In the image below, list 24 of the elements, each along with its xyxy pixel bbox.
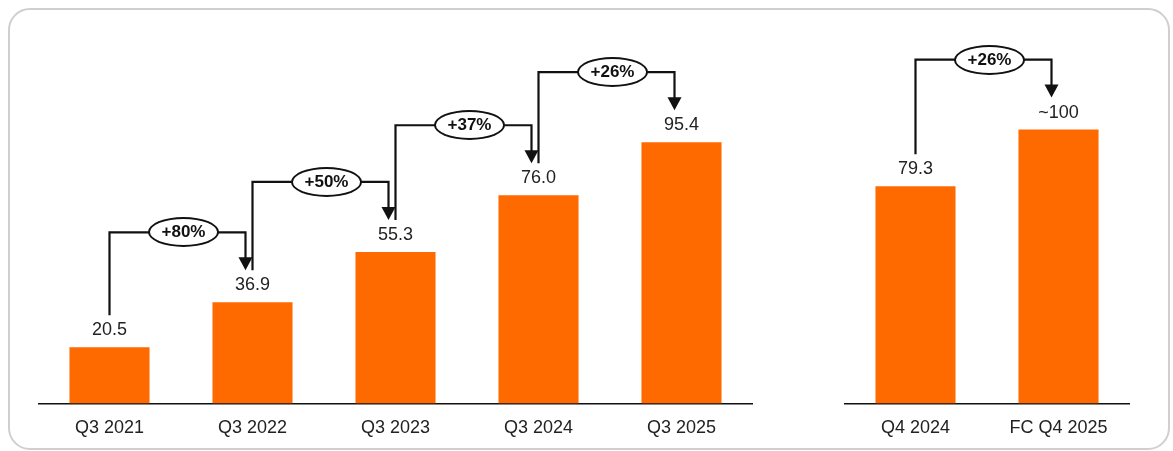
bar [69,347,150,404]
data-label: 79.3 [897,158,934,179]
data-label: 55.3 [377,223,414,244]
x-tick-label: Q3 2022 [217,417,288,438]
data-label: 76.0 [520,167,557,188]
data-label: 20.5 [91,319,128,340]
x-tick-label: Q3 2024 [503,417,574,438]
bar [641,142,722,404]
data-label: 95.4 [663,114,700,135]
data-label: 36.9 [234,274,271,295]
text: +37% [433,110,506,141]
data-label: ~100 [1038,101,1079,122]
bar [498,195,579,404]
annotation: +80% [147,217,220,248]
x-tick-label: Q3 2021 [74,417,145,438]
annotation: +50% [290,166,363,197]
bar [212,302,293,404]
x-tick-label: Q3 2023 [360,417,431,438]
x-tick-label: Q3 2025 [646,417,717,438]
text: +26% [576,57,649,88]
x-tick-label: Q4 2024 [880,417,951,438]
bar [355,251,436,404]
x-tick-label: FC Q4 2025 [1009,417,1108,438]
text: +26% [953,44,1026,75]
